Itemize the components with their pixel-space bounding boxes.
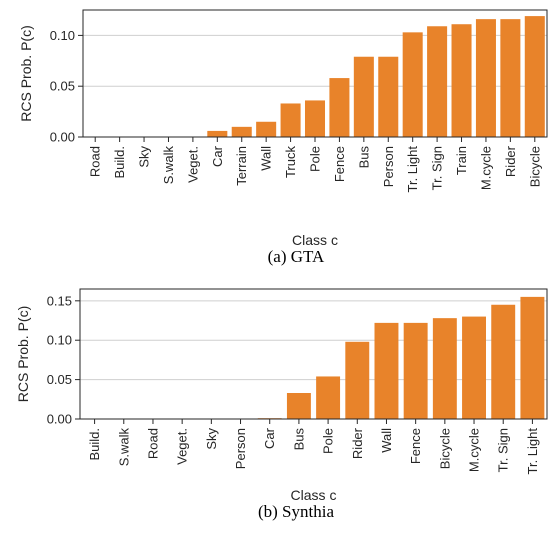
x-tick-label: Tr. Light [405,146,420,193]
x-tick-label: Bicycle [527,146,542,187]
x-tick-label: Sky [204,428,219,450]
bar [378,56,399,137]
x-tick-label: S.walk [161,146,176,185]
bar [500,19,521,138]
x-tick-label: Car [210,145,225,167]
y-tick-label: 0.10 [47,333,72,348]
bar [451,24,472,138]
chart-synthia: 0.00 0.05 0.10 0.15 Build. S.walk Road Veget. Sk… [15,288,548,521]
x-tick-label: Tr. Sign [430,146,445,190]
x-tick-label: Wall [259,146,274,171]
bar [475,19,496,138]
x-tick-label: Pole [321,428,336,454]
bar [402,32,423,137]
x-tick-label: Bus [356,146,371,169]
y-tick-label: 0.10 [50,28,75,43]
bar [345,341,370,419]
x-tick-label: Bus [291,428,306,451]
x-tick-label: Terrain [234,146,249,186]
bar [524,16,545,137]
x-tick-label: Person [233,428,248,469]
bar [520,296,545,419]
figure-caption: (b) Synthia [258,502,334,521]
x-tick-label: Road [88,146,103,177]
x-tick-label: Train [454,146,469,175]
plot-frame [82,9,548,138]
bar [286,393,311,419]
bar [491,304,516,419]
chart-gta: 0.00 0.05 0.10 Road Build. Sky S.walk Veget. Car… [18,9,548,266]
x-tick-label: Tr. Sign [496,428,511,472]
y-tick-label: 0.05 [47,372,72,387]
x-tick-label: M.cycle [478,146,493,190]
x-tick-label: Tr. Light [525,428,540,475]
x-tick-label: Road [145,428,160,459]
plot-frame [79,288,548,420]
bar [353,56,374,137]
bar [374,322,399,419]
y-axis-label: RCS Prob. P(c) [18,25,34,121]
x-tick-label: Bicycle [437,428,452,469]
x-tick-label: Rider [350,427,365,459]
bar [329,78,350,137]
bar [403,322,428,419]
x-tick-label: Wall [379,428,394,453]
x-tick-label: Rider [503,145,518,177]
figure-caption: (a) GTA [268,247,325,266]
bar [316,376,341,419]
y-tick-label: 0.00 [50,130,75,145]
x-tick-label: Person [381,146,396,187]
bar [207,130,228,137]
bar [304,100,326,137]
x-tick-label: Car [262,427,277,449]
y-axis-label: RCS Prob. P(c) [15,306,31,402]
x-tick-label: Veget. [185,146,200,183]
x-tick-label: Build. [112,146,127,179]
bar [427,26,448,138]
bar [231,126,252,137]
x-tick-label: Build. [87,428,102,461]
bar [280,103,301,137]
x-tick-label: Fence [332,146,347,182]
x-tick-label: M.cycle [467,428,482,472]
x-tick-label: Truck [283,146,298,179]
x-axis-label: Class c [292,232,338,248]
y-tick-label: 0.00 [47,412,72,427]
x-tick-label: Fence [408,428,423,464]
x-tick-label: S.walk [116,428,131,467]
x-tick-label: Sky [137,146,152,168]
y-tick-label: 0.05 [50,79,75,94]
x-tick-label: Veget. [175,428,190,465]
y-tick-label: 0.15 [47,293,72,308]
x-axis-label: Class c [291,487,337,503]
x-tick-label: Pole [308,146,323,172]
bar [462,316,486,419]
bar [432,318,457,419]
bar [256,121,277,137]
